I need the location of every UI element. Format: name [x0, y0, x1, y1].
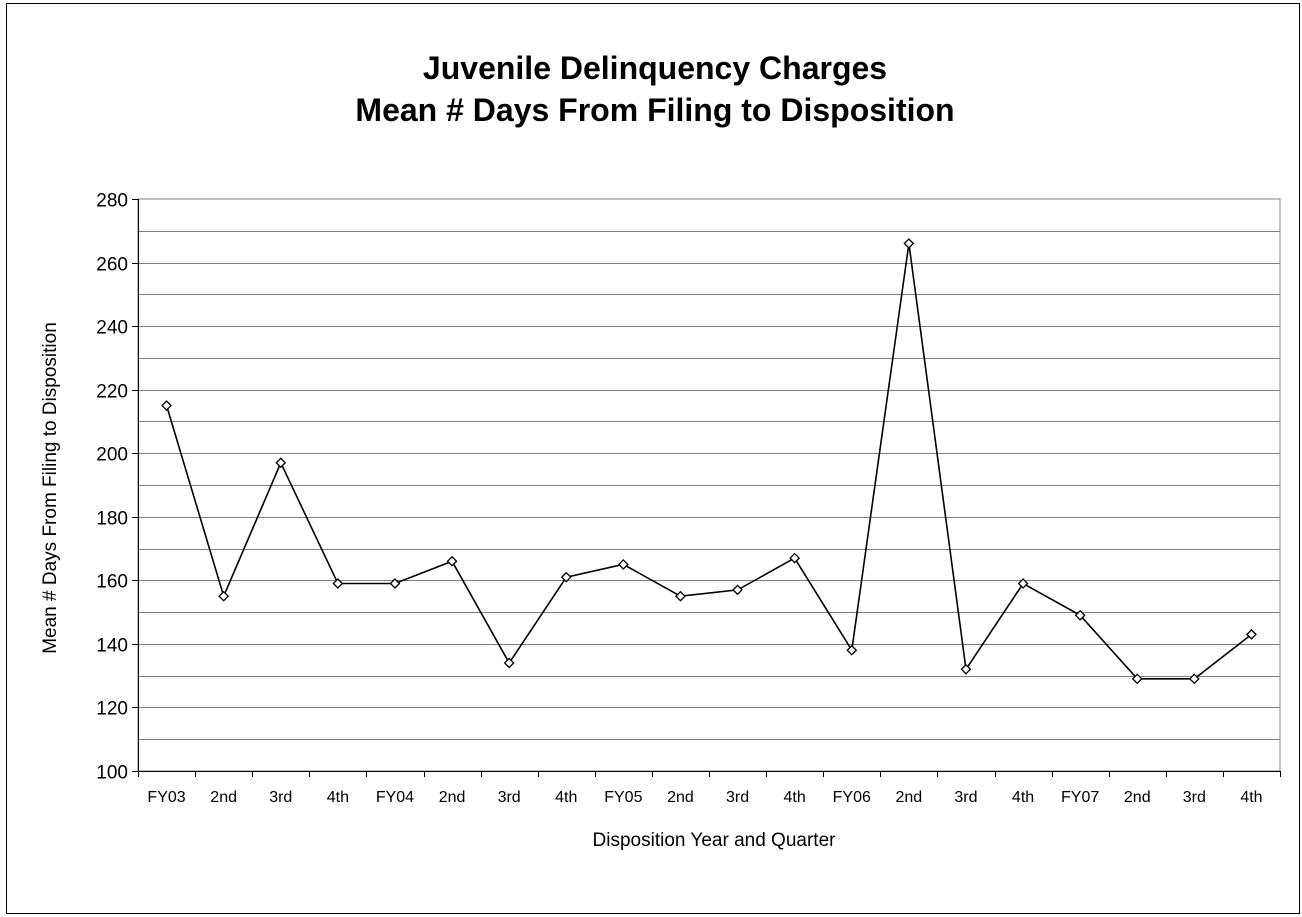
chart-frame: Juvenile Delinquency Charges Mean # Days… — [6, 3, 1300, 914]
y-axis-title: Mean # Days From Filing to Disposition — [40, 322, 61, 654]
x-axis-ticks: FY03 2nd 3rd 4th FY04 2nd 3rd 4th FY05 2nd 3rd 4th F… — [138, 771, 1281, 806]
data-point — [503, 657, 515, 669]
x-tick-label: 3rd — [498, 789, 521, 806]
data-point — [903, 238, 915, 249]
x-tick-label: 2nd — [439, 789, 466, 806]
x-tick-label: 4th — [784, 789, 806, 806]
data-point — [617, 559, 629, 570]
y-tick-label: 280 — [96, 191, 128, 212]
x-tick-label: FY06 — [833, 789, 871, 806]
y-tick-label: 200 — [96, 445, 128, 466]
chart-title: Juvenile Delinquency Charges — [423, 50, 887, 86]
y-tick-label: 140 — [96, 636, 128, 657]
y-tick-label: 120 — [96, 699, 128, 720]
y-axis-ticks: 100 120 140 160 180 200 220 240 260 280 — [96, 191, 138, 784]
x-tick-label: FY04 — [376, 789, 414, 806]
series — [161, 238, 1257, 685]
data-point — [1188, 673, 1200, 685]
gridlines — [138, 231, 1280, 740]
x-tick-label: 3rd — [726, 789, 749, 806]
x-tick-label: 2nd — [1124, 789, 1151, 806]
x-tick-label: FY05 — [604, 789, 642, 806]
data-point — [218, 590, 230, 602]
data-point — [560, 571, 572, 583]
x-tick-label: 4th — [1240, 789, 1262, 806]
data-point — [446, 555, 458, 567]
data-point — [332, 578, 344, 589]
data-point — [1017, 578, 1029, 589]
x-tick-label: 3rd — [954, 789, 977, 806]
data-point — [789, 552, 801, 564]
x-tick-label: 2nd — [667, 789, 694, 806]
x-tick-label: 2nd — [210, 789, 237, 806]
chart-subtitle: Mean # Days From Filing to Disposition — [355, 92, 954, 128]
y-tick-label: 240 — [96, 318, 128, 339]
data-point — [732, 584, 743, 596]
x-tick-label: 4th — [555, 789, 577, 806]
data-point — [275, 457, 287, 469]
data-point — [1074, 609, 1086, 621]
line-chart: Juvenile Delinquency Charges Mean # Days… — [40, 50, 1281, 851]
data-point — [1246, 628, 1257, 640]
data-point — [960, 663, 972, 675]
data-point — [1131, 673, 1143, 685]
y-tick-label: 160 — [96, 572, 128, 593]
x-tick-label: 2nd — [895, 789, 922, 806]
data-point — [846, 644, 858, 656]
y-tick-label: 100 — [96, 763, 128, 784]
y-tick-label: 180 — [96, 509, 128, 530]
x-axis-title: Disposition Year and Quarter — [593, 830, 837, 851]
data-point — [389, 578, 401, 589]
data-point — [675, 590, 686, 602]
x-tick-label: 4th — [1012, 789, 1034, 806]
data-point — [161, 400, 172, 411]
x-tick-label: FY03 — [147, 789, 185, 806]
y-tick-label: 220 — [96, 382, 128, 403]
x-tick-label: 3rd — [1183, 789, 1206, 806]
x-tick-label: 3rd — [269, 789, 292, 806]
x-tick-label: FY07 — [1061, 789, 1099, 806]
x-tick-label: 4th — [327, 789, 349, 806]
series-line — [165, 243, 1252, 680]
y-tick-label: 260 — [96, 255, 128, 276]
